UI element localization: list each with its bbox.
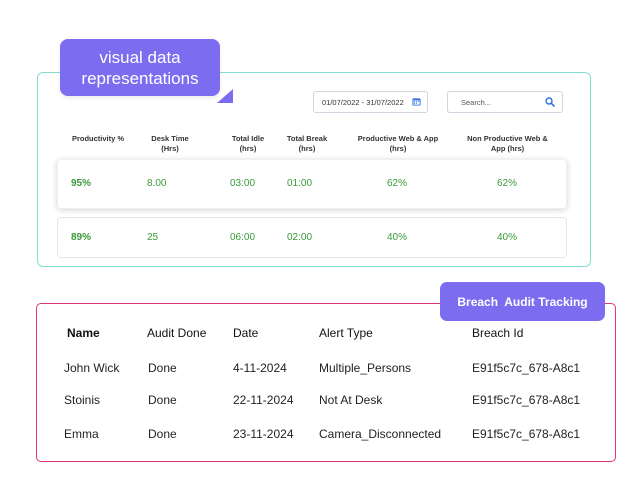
non-productive-web-value: 40% bbox=[496, 232, 517, 243]
breach-audit-status: Done bbox=[148, 361, 177, 375]
header-productivity: Productivity % bbox=[71, 134, 125, 143]
visual-data-callout: visual data representations bbox=[60, 39, 220, 96]
breach-date: 22-11-2024 bbox=[233, 393, 294, 407]
header-desk-time: Desk Time (Hrs) bbox=[151, 134, 189, 153]
breach-name: Emma bbox=[64, 427, 99, 441]
breach-date: 4-11-2024 bbox=[233, 361, 287, 375]
header-non-productive-web-app: Non Productive Web & App (hrs) bbox=[467, 134, 548, 153]
callout-pointer bbox=[217, 89, 233, 103]
date-range-picker[interactable]: 01/07/2022 - 31/07/2022 bbox=[313, 91, 428, 113]
search-icon[interactable] bbox=[545, 97, 555, 107]
search-placeholder: Search... bbox=[461, 97, 492, 107]
productive-web-value: 62% bbox=[386, 178, 407, 189]
breach-alert-type: Camera_Disconnected bbox=[319, 427, 442, 441]
breach-audit-tag: Breach Audit Tracking bbox=[440, 282, 605, 321]
total-idle-value: 06:00 bbox=[230, 232, 256, 243]
search-input[interactable]: Search... bbox=[447, 91, 563, 113]
header-date: Date bbox=[233, 326, 259, 340]
date-range-value: 01/07/2022 - 31/07/2022 bbox=[322, 97, 404, 107]
breach-id: E91f5c7c_678-A8c1 bbox=[472, 427, 581, 441]
header-audit-done: Audit Done bbox=[147, 326, 207, 340]
header-total-idle: Total Idle (hrs) bbox=[231, 134, 265, 153]
productive-web-value: 40% bbox=[386, 232, 407, 243]
breach-alert-type: Not At Desk bbox=[319, 393, 383, 407]
breach-name: Stoinis bbox=[64, 393, 101, 407]
total-break-value: 01:00 bbox=[287, 178, 313, 189]
header-name: Name bbox=[67, 326, 100, 340]
header-alert-type: Alert Type bbox=[319, 326, 373, 340]
callout-line-2: representations bbox=[81, 68, 199, 88]
calendar-icon bbox=[412, 98, 421, 106]
header-total-break: Total Break (hrs) bbox=[286, 134, 328, 153]
header-productive-web-app: Productive Web & App (hrs) bbox=[357, 134, 439, 153]
callout-line-1: visual data bbox=[99, 47, 181, 67]
breach-date: 23-11-2024 bbox=[233, 427, 294, 441]
breach-name: John Wick bbox=[64, 361, 120, 375]
breach-audit-status: Done bbox=[148, 393, 177, 407]
desk-time-value: 8.00 bbox=[147, 178, 167, 189]
header-breach-id: Breach Id bbox=[472, 326, 524, 340]
desk-time-value: 25 bbox=[147, 232, 159, 243]
table-row[interactable] bbox=[57, 159, 567, 209]
breach-id: E91f5c7c_678-A8c1 bbox=[472, 393, 581, 407]
breach-audit-card bbox=[36, 303, 616, 462]
total-break-value: 02:00 bbox=[287, 232, 313, 243]
productivity-value: 95% bbox=[71, 178, 92, 189]
breach-id: E91f5c7c_678-A8c1 bbox=[472, 361, 581, 375]
breach-alert-type: Multiple_Persons bbox=[319, 361, 412, 375]
total-idle-value: 03:00 bbox=[230, 178, 256, 189]
productivity-value: 89% bbox=[71, 232, 92, 243]
breach-audit-status: Done bbox=[148, 427, 177, 441]
table-row[interactable] bbox=[57, 217, 567, 258]
non-productive-web-value: 62% bbox=[496, 178, 517, 189]
